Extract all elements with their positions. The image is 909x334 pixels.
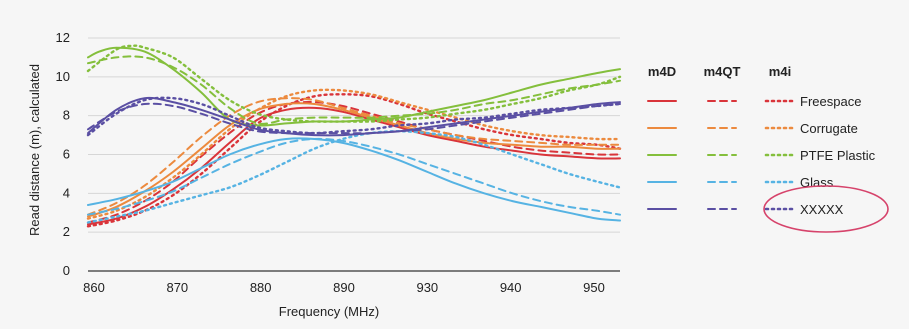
y-axis-title: Read distance (m), calculated bbox=[27, 64, 42, 236]
series-line-freespace-m4d bbox=[87, 106, 621, 226]
series-line-freespace-m4i bbox=[86, 93, 622, 228]
y-tick-label: 10 bbox=[56, 69, 70, 84]
series-line-glass-m4d bbox=[87, 137, 621, 222]
x-tick-label: 880 bbox=[250, 280, 272, 295]
x-tick-label: 870 bbox=[166, 280, 188, 295]
legend-material-label: Corrugate bbox=[800, 121, 858, 136]
axes: 0 2 4 6 8 10 12 860 870 880 890 930 940 950 bbox=[56, 30, 620, 295]
series-line-xxxxx-m4i bbox=[86, 96, 622, 137]
series-line-xxxxx-m4d bbox=[87, 96, 621, 137]
highlight-ellipse bbox=[763, 185, 889, 233]
x-axis-title: Frequency (MHz) bbox=[279, 304, 379, 319]
y-tick-label: 8 bbox=[63, 108, 70, 123]
legend-material-label: XXXXX bbox=[800, 202, 844, 217]
series-lines bbox=[86, 44, 622, 228]
series-line-xxxxx-m4qt bbox=[87, 102, 621, 135]
y-tick-label: 4 bbox=[63, 185, 70, 200]
series-line-corrugate-m4i bbox=[86, 88, 622, 220]
series-line-glass-m4i bbox=[86, 129, 622, 224]
x-tick-label: 950 bbox=[583, 280, 605, 295]
x-tick-label: 930 bbox=[416, 280, 438, 295]
series-line-ptfe-plastic-m4i bbox=[86, 44, 622, 123]
x-tick-label: 940 bbox=[500, 280, 522, 295]
legend: m4D m4QT m4i Freespace Corrugate PTFE Plastic… bbox=[647, 64, 889, 233]
legend-material-label: PTFE Plastic bbox=[800, 148, 876, 163]
series-line-ptfe-plastic-m4qt bbox=[87, 55, 621, 125]
series-line-corrugate-m4qt bbox=[87, 97, 621, 216]
y-tick-label: 2 bbox=[63, 224, 70, 239]
x-tick-label: 860 bbox=[83, 280, 105, 295]
legend-material-label: Freespace bbox=[800, 94, 861, 109]
legend-model-header: m4D bbox=[648, 64, 676, 79]
y-tick-label: 12 bbox=[56, 30, 70, 45]
x-tick-label: 890 bbox=[333, 280, 355, 295]
series-line-glass-m4qt bbox=[87, 137, 621, 216]
y-tick-label: 0 bbox=[63, 263, 70, 278]
y-tick-label: 6 bbox=[63, 147, 70, 162]
legend-model-header: m4QT bbox=[704, 64, 741, 79]
legend-model-header: m4i bbox=[769, 64, 791, 79]
series-line-corrugate-m4d bbox=[87, 102, 621, 218]
